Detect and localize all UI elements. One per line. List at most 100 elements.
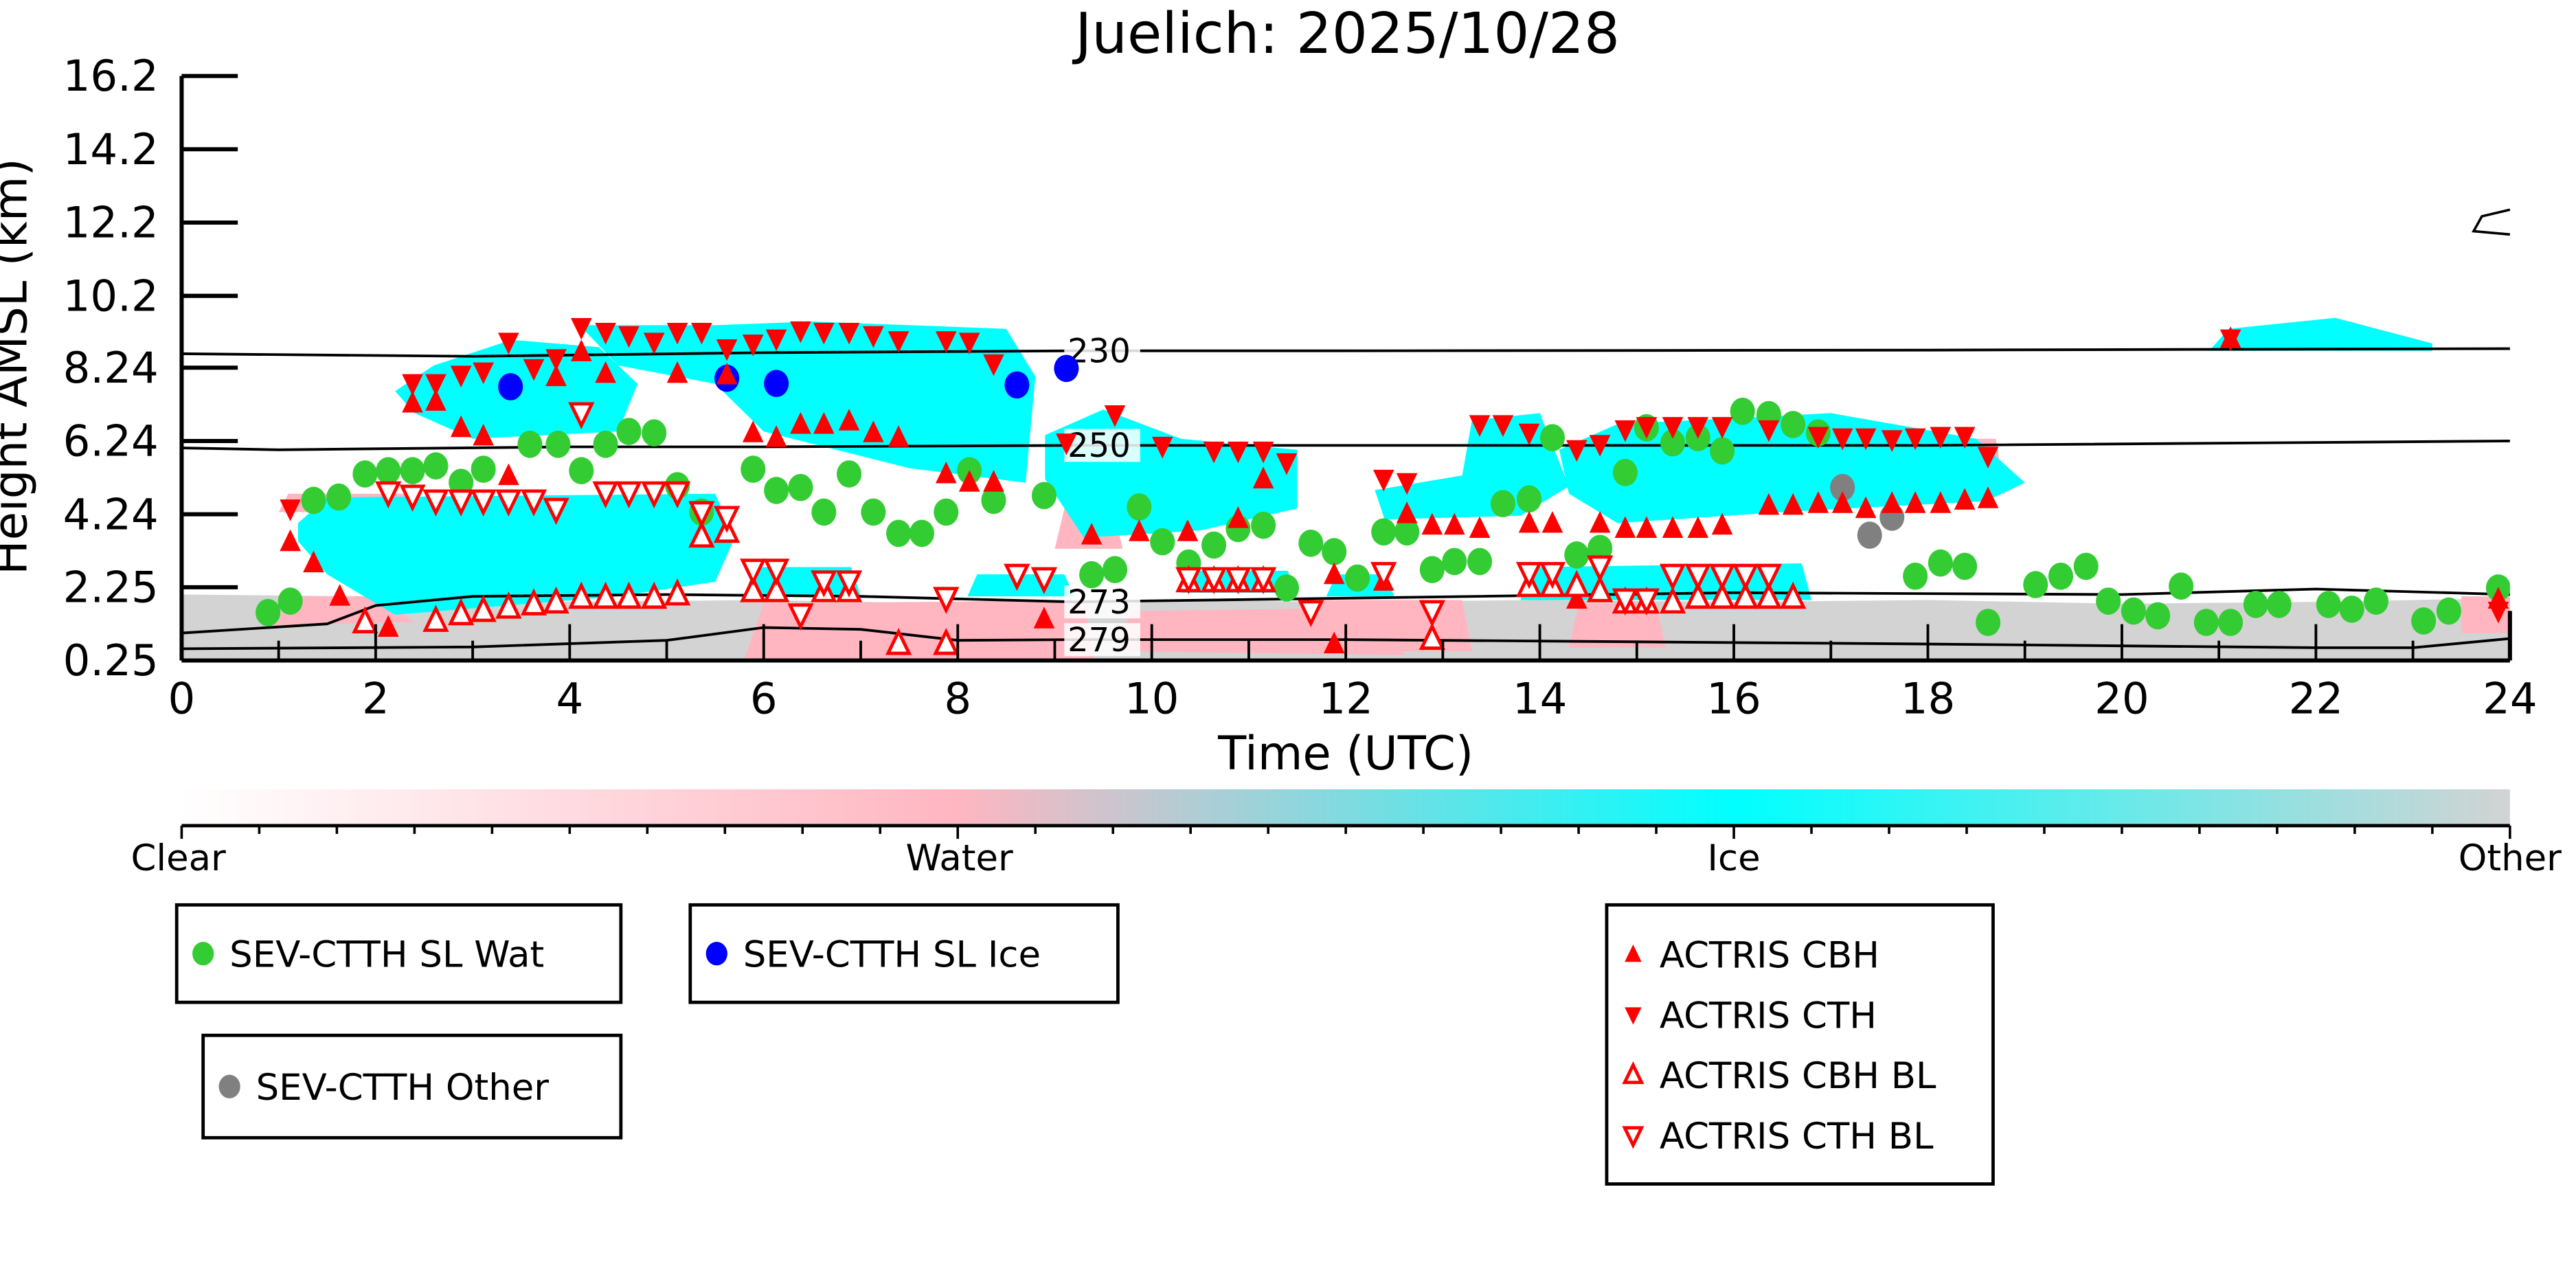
sev-ctth-sl-wat-point (2193, 609, 2219, 636)
actris-cth-point (425, 374, 447, 396)
sev-ctth-sl-wat-point (741, 455, 766, 483)
sev-ctth-sl-wat-point (1490, 490, 1515, 518)
actris-cth-point (545, 349, 567, 371)
actris-cbh-point (1518, 510, 1540, 533)
sev-ctth-sl-wat-point (909, 519, 935, 547)
contour-label-bg (1064, 623, 1140, 657)
actris-cth-bl-point (1732, 563, 1759, 591)
x-tick-label: 12 (1318, 673, 1373, 723)
y-tick-label: 14.2 (63, 124, 159, 174)
data-points (256, 318, 2510, 655)
actris-cth-point (1930, 427, 1952, 449)
y-tick-label: 2.25 (63, 562, 159, 612)
actris-cbh-point (765, 425, 787, 447)
x-tick-label: 24 (2483, 673, 2538, 723)
actris-cth-point (1807, 427, 1829, 449)
actris-cth-point (1151, 436, 1173, 459)
legend-sev-ctth-sl-ice-label: SEV-CTTH SL Ice (743, 934, 1041, 975)
actris-cbh-point (1228, 506, 1249, 528)
legend-box: SEV-CTTH SL Ice (688, 903, 1120, 1004)
y-tick-label: 0.25 (63, 635, 159, 686)
actris-cth-point (595, 322, 616, 345)
actris-cth-point (643, 332, 665, 354)
actris-cth-point (765, 329, 787, 352)
actris-cbh-point (1421, 512, 1443, 535)
actris-cth-point (450, 365, 472, 387)
actris-cth-bl-point (375, 481, 402, 509)
actris-cbh-bl-point (422, 605, 449, 632)
actris-cbh-point (1930, 491, 1952, 513)
sev-ctth-sl-wat-point (1517, 485, 1542, 513)
sev-ctth-other-point (1830, 473, 1855, 501)
actris-cbh-bl-point (495, 591, 522, 619)
actris-cbh-point (716, 362, 738, 385)
legend-actris-cbh-icon (1625, 945, 1642, 962)
actris-cth-bl-point (1633, 588, 1660, 615)
actris-cbh-point (1807, 491, 1829, 513)
actris-cbh-point (450, 415, 472, 438)
colorbar-label-other: Other (2459, 837, 2562, 879)
actris-cth-point (1662, 417, 1684, 439)
actris-cth-point (1758, 420, 1780, 442)
legend-frame (201, 1033, 623, 1140)
legend-actris-cth-label: ACTRIS CTH (1660, 995, 1877, 1037)
sev-ctth-sl-wat-point (1928, 549, 1953, 577)
sev-ctth-sl-wat-point (376, 457, 401, 485)
legend-frame (688, 903, 1120, 1004)
x-tick-label: 2 (362, 673, 389, 723)
top-right-marker-icon (2472, 208, 2511, 236)
actris-cbh-bl-point (933, 627, 960, 655)
actris-cth-bl-point (495, 489, 522, 517)
actris-cth-bl-point (1200, 567, 1228, 595)
actris-cbh-bl-point (1586, 575, 1614, 602)
actris-cth-point (1589, 435, 1611, 457)
sev-ctth-sl-wat-point (1467, 547, 1493, 576)
contour-label-bg (1064, 429, 1140, 462)
actris-cth-bl-point (520, 489, 547, 517)
sev-ctth-sl-wat-point (1588, 534, 1613, 563)
sev-ctth-sl-wat-point (352, 460, 378, 488)
actris-cbh-bl-point (688, 520, 715, 548)
sev-ctth-sl-wat-point (449, 468, 474, 497)
sev-ctth-other-point (1857, 521, 1882, 549)
legend-actris-cth-icon (1625, 1007, 1642, 1025)
legend-actris-cbh-label: ACTRIS CBH (1660, 935, 1879, 977)
actris-cbh-point (1855, 496, 1877, 519)
actris-cth-bl-point (664, 481, 691, 509)
contour-line-250 (181, 440, 2510, 451)
actris-cbh-point (1904, 491, 1926, 513)
actris-cbh-bl-point (352, 606, 379, 633)
actris-cth-bl-point (1298, 600, 1324, 628)
actris-cth-bl-point (688, 501, 715, 528)
actris-cth-bl-point (447, 489, 475, 517)
x-tick-label: 0 (168, 673, 196, 723)
sev-ctth-sl-wat-point (1127, 493, 1152, 521)
sev-ctth-sl-wat-point (861, 498, 886, 526)
sev-ctth-sl-wat-point (1298, 529, 1324, 557)
actris-cbh-point (863, 420, 884, 442)
x-tick-label: 22 (2289, 673, 2344, 723)
cloud-mask-water (1568, 603, 1667, 648)
sev-ctth-sl-wat-point (1079, 561, 1105, 589)
sev-ctth-sl-wat-point (545, 430, 571, 458)
actris-cbh-point (1782, 493, 1804, 515)
legends: SEV-CTTH SL Wat SEV-CTTH SL Ice SEV-CTTH O… (174, 903, 1995, 1186)
actris-cbh-point (1252, 466, 1274, 488)
y-tick-label: 8.24 (63, 343, 159, 393)
sev-ctth-sl-wat-point (764, 477, 789, 504)
actris-cbh-point (280, 529, 301, 552)
actris-cth-bl-point (1225, 567, 1252, 595)
sev-ctth-sl-wat-point (1730, 397, 1755, 425)
actris-cth-point (935, 331, 957, 353)
sev-ctth-sl-wat-point (1903, 562, 1928, 590)
sev-ctth-sl-wat-point (837, 460, 862, 488)
actris-cbh-bl-point (543, 586, 569, 614)
colorbar-label-ice: Ice (1707, 837, 1760, 879)
sev-ctth-sl-wat-point (981, 486, 1006, 515)
sev-ctth-sl-wat-point (1031, 482, 1057, 510)
sev-ctth-sl-ice-point (1004, 371, 1030, 399)
actris-cth-point (1636, 417, 1658, 439)
actris-cbh-point (595, 361, 616, 383)
sev-ctth-sl-wat-point (1251, 511, 1276, 539)
actris-cth-point (1104, 405, 1126, 427)
